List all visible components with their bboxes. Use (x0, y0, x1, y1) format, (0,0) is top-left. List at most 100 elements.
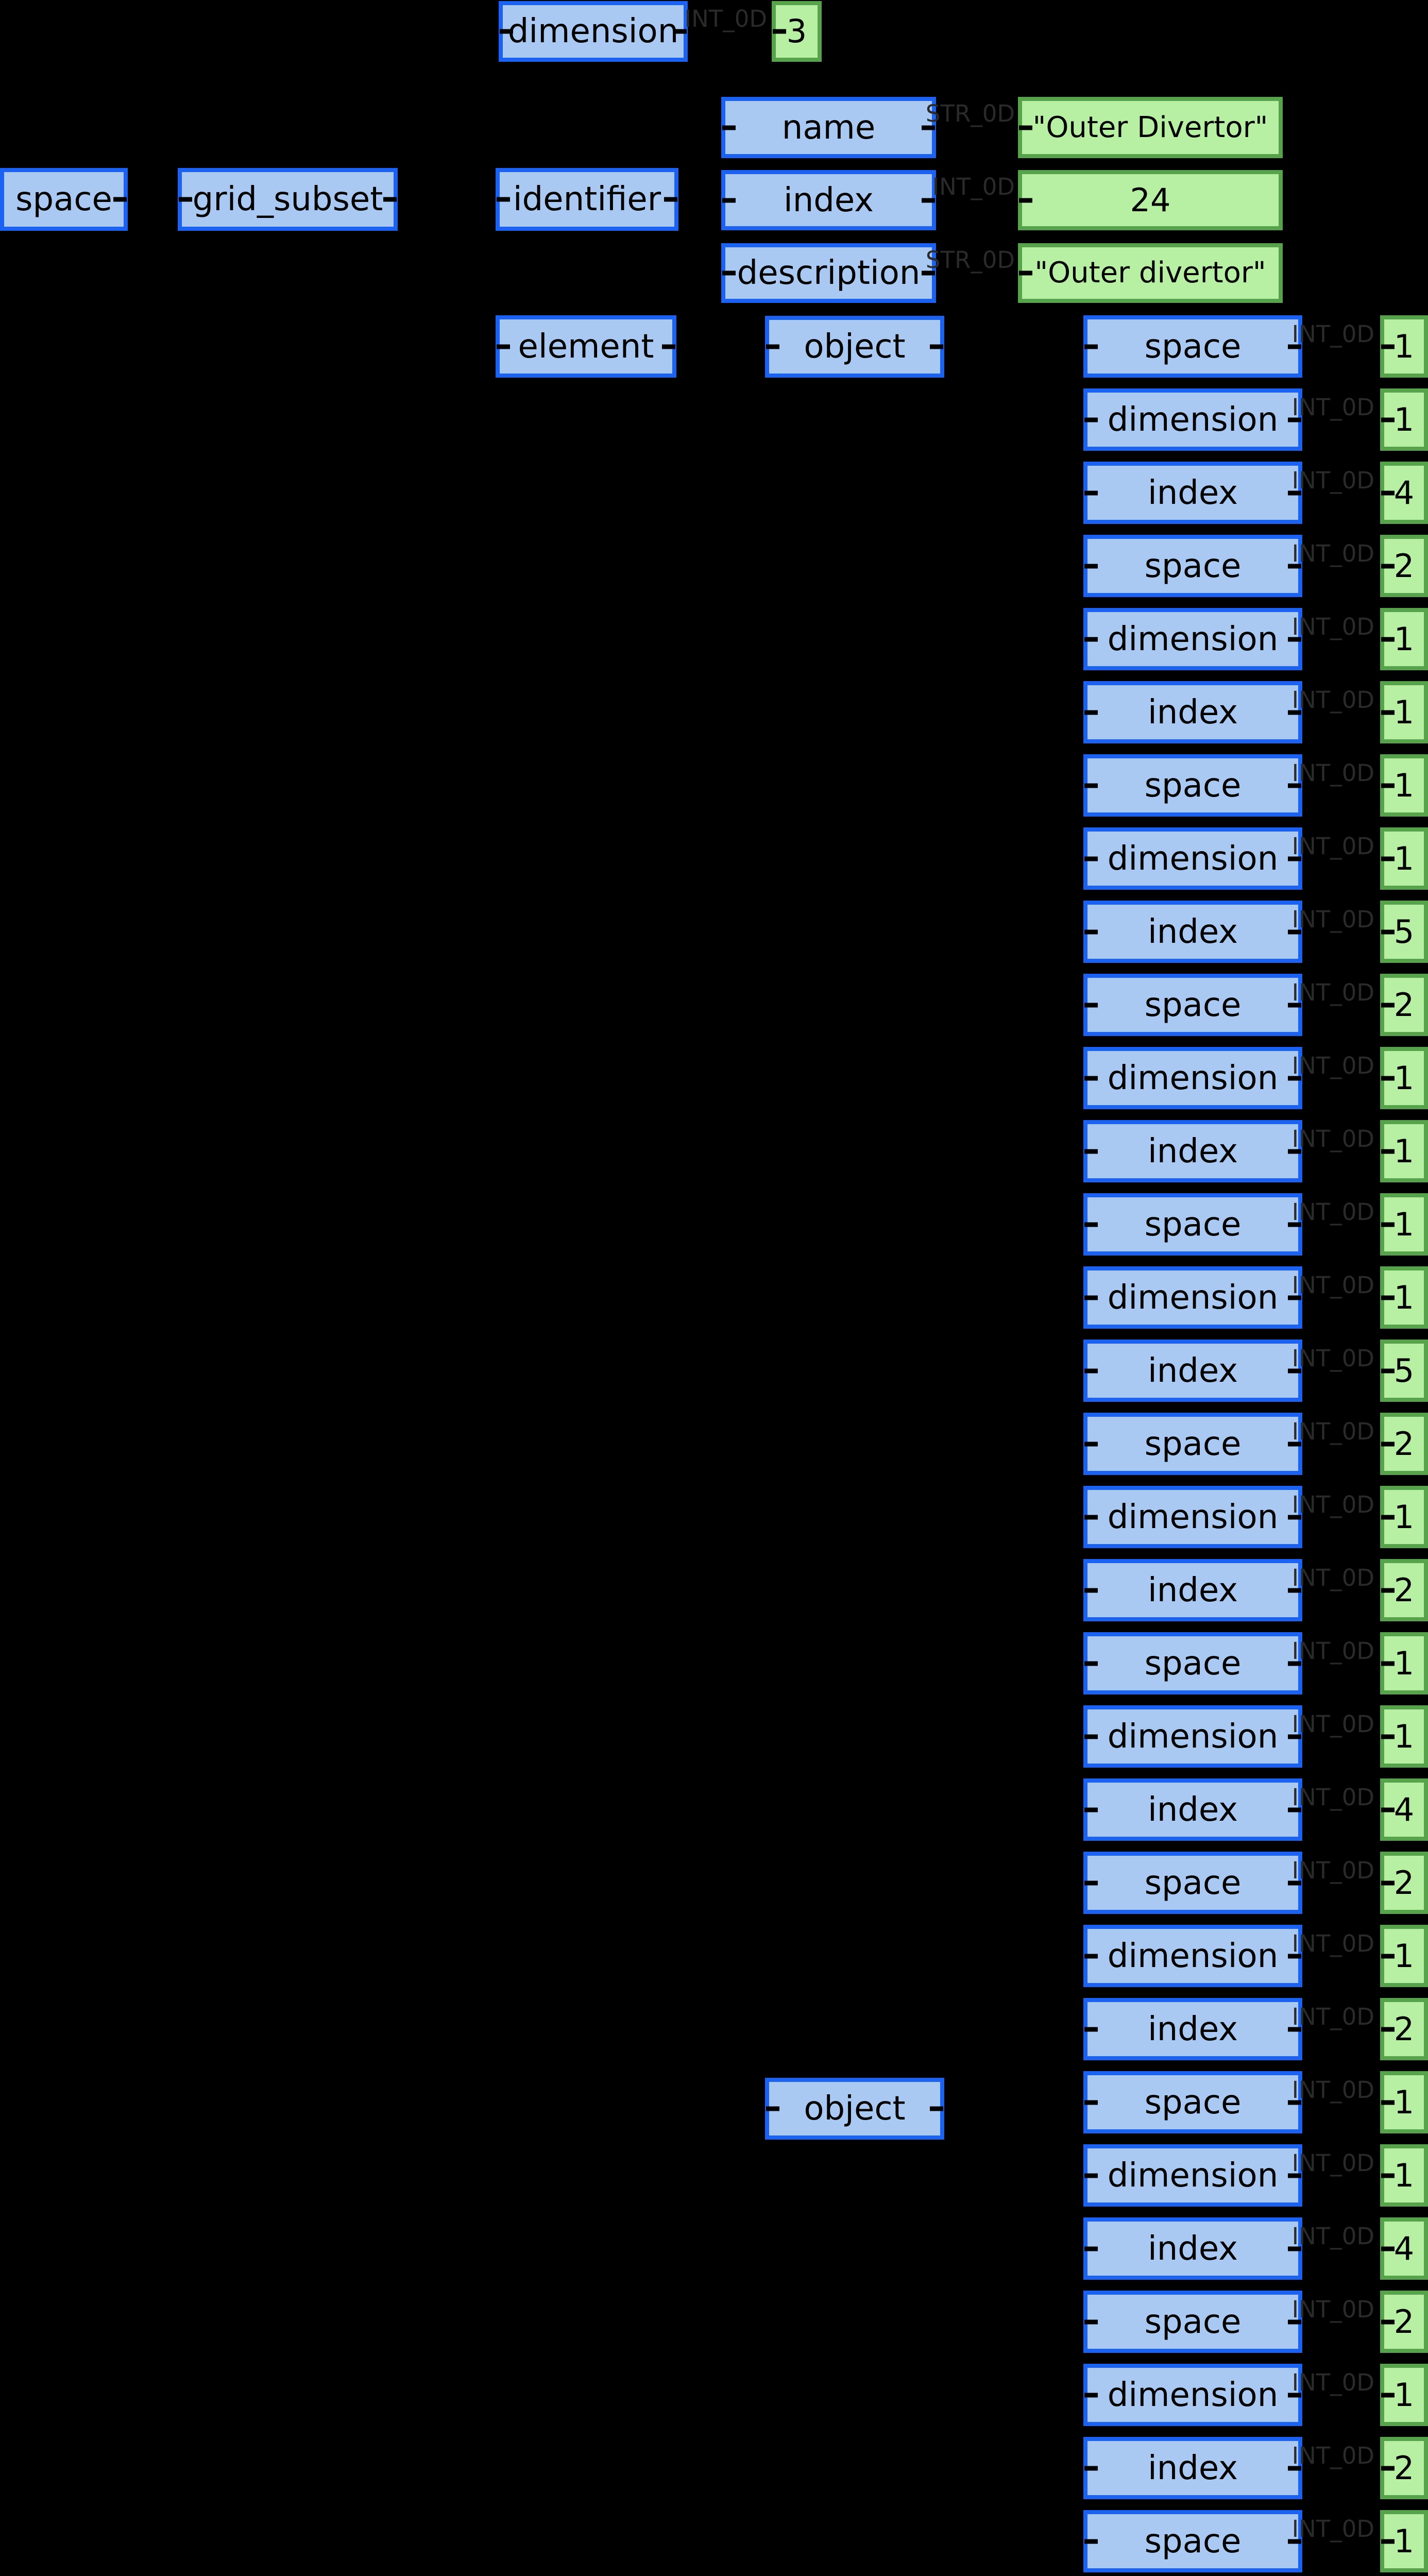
node-grid-subset: grid_subset (178, 168, 398, 231)
value-dimension: 3 (772, 1, 822, 62)
object-field-key-index: index (1083, 462, 1302, 524)
object-field-key-space: space (1083, 1852, 1302, 1914)
node-identifier: identifier (496, 168, 678, 231)
node-object-1: object (765, 316, 944, 378)
object-field-value: 1 (1380, 1632, 1428, 1694)
object-field-key-space: space (1083, 1193, 1302, 1256)
object-field-value: 1 (1380, 2364, 1428, 2426)
object-field-key-space: space (1083, 1413, 1302, 1475)
value-name: "Outer Divertor" (1018, 97, 1283, 158)
object-field-value: 2 (1380, 2291, 1428, 2353)
object-field-value: 2 (1380, 1413, 1428, 1475)
edge-type-label: INT_0D (1291, 613, 1374, 640)
object-field-key-space: space (1083, 2291, 1302, 2353)
edge-type-label: INT_0D (1291, 1784, 1374, 1811)
edge-type-label: INT_0D (1291, 467, 1374, 494)
edge-type-label: INT_0D (1291, 1198, 1374, 1226)
object-field-value: 1 (1380, 1047, 1428, 1109)
edge-type-label: INT_0D (1291, 2149, 1374, 2177)
object-field-key-dimension: dimension (1083, 608, 1302, 670)
object-field-key-dimension: dimension (1083, 2364, 1302, 2426)
object-field-key-dimension: dimension (1083, 2144, 1302, 2207)
object-field-value: 5 (1380, 1340, 1428, 1402)
object-field-key-index: index (1083, 1559, 1302, 1621)
object-field-value: 1 (1380, 1705, 1428, 1768)
edge-type-label: INT_0D (1291, 540, 1374, 567)
object-field-value: 2 (1380, 2437, 1428, 2499)
edge-type-label: INT_0D (1291, 1125, 1374, 1153)
edge-type-label: INT_0D (1291, 833, 1374, 860)
object-field-key-index: index (1083, 1778, 1302, 1841)
edge-type-label: INT_0D (1291, 1857, 1374, 1884)
object-field-key-index: index (1083, 1998, 1302, 2060)
object-field-key-dimension: dimension (1083, 1486, 1302, 1548)
edge-type-label: INT_0D (1291, 1272, 1374, 1299)
object-field-key-index: index (1083, 901, 1302, 963)
edge-type-label: INT_0D (1291, 1930, 1374, 1957)
object-field-key-index: index (1083, 1340, 1302, 1402)
edge-type-label: INT_0D (1291, 2076, 1374, 2104)
object-field-value: 1 (1380, 827, 1428, 890)
edge-type-label: INT_0D (1291, 2003, 1374, 2030)
object-field-value: 2 (1380, 1852, 1428, 1914)
object-field-value: 2 (1380, 535, 1428, 597)
object-field-value: 2 (1380, 1559, 1428, 1621)
object-field-value: 1 (1380, 1486, 1428, 1548)
node-dimension: dimension (499, 1, 688, 62)
node-object-2: object (765, 2078, 944, 2140)
object-field-value: 1 (1380, 1925, 1428, 1987)
edge-type-label: INT_0D (1291, 2369, 1374, 2396)
edge-type-label: INT_0D (1291, 1637, 1374, 1665)
object-field-value: 1 (1380, 2510, 1428, 2572)
edge-type-label: INT_0D (1291, 1564, 1374, 1591)
object-field-value: 1 (1380, 1120, 1428, 1182)
object-field-key-index: index (1083, 681, 1302, 743)
edge-type-label: INT_0D (1291, 759, 1374, 787)
object-field-key-space: space (1083, 2510, 1302, 2572)
object-field-value: 4 (1380, 462, 1428, 524)
object-field-key-space: space (1083, 754, 1302, 817)
edge-type-label: INT_0D (1291, 906, 1374, 933)
object-field-value: 1 (1380, 1266, 1428, 1329)
object-field-key-dimension: dimension (1083, 1266, 1302, 1329)
object-field-key-dimension: dimension (1083, 1705, 1302, 1768)
edge-type-label: INT_0D (1291, 2223, 1374, 2250)
edge-type-label: INT_0D (1291, 2442, 1374, 2469)
object-field-key-space: space (1083, 2071, 1302, 2133)
node-space: space (0, 168, 128, 231)
edge-type-label: INT_0D (1291, 1418, 1374, 1445)
object-field-key-space: space (1083, 1632, 1302, 1694)
edge-type-label: INT_0D (1291, 2515, 1374, 2543)
edge-type-label: INT_0D (1291, 320, 1374, 348)
edge-type-label: INT_0D (1291, 686, 1374, 714)
edge-type-label: INT_0D (1291, 979, 1374, 1006)
value-description: "Outer divertor" (1018, 243, 1283, 303)
edge-type-label: STR_0D (925, 100, 1015, 127)
object-field-value: 1 (1380, 388, 1428, 451)
object-field-key-dimension: dimension (1083, 388, 1302, 451)
object-field-value: 1 (1380, 2144, 1428, 2207)
object-field-value: 5 (1380, 901, 1428, 963)
edge-type-label: INT_0D (1291, 1345, 1374, 1372)
object-field-key-dimension: dimension (1083, 827, 1302, 890)
node-element: element (496, 315, 676, 378)
object-field-key-space: space (1083, 535, 1302, 597)
edge-type-label: INT_0D (1291, 1052, 1374, 1079)
edge-type-label: INT_0D (1291, 2296, 1374, 2323)
object-field-value: 2 (1380, 1998, 1428, 2060)
edge-type-label: INT_0D (932, 173, 1015, 200)
node-name: name (721, 97, 936, 158)
edge-type-label: INT_0D (1291, 394, 1374, 421)
edge-type-label: INT_0D (684, 5, 767, 32)
object-field-value: 4 (1380, 1778, 1428, 1841)
object-field-value: 1 (1380, 608, 1428, 670)
object-field-key-dimension: dimension (1083, 1925, 1302, 1987)
object-field-key-dimension: dimension (1083, 1047, 1302, 1109)
object-field-key-index: index (1083, 1120, 1302, 1182)
object-field-key-index: index (1083, 2437, 1302, 2499)
object-field-key-space: space (1083, 974, 1302, 1036)
edge-type-label: STR_0D (925, 246, 1015, 274)
value-index: 24 (1018, 170, 1283, 230)
node-description: description (721, 243, 936, 303)
